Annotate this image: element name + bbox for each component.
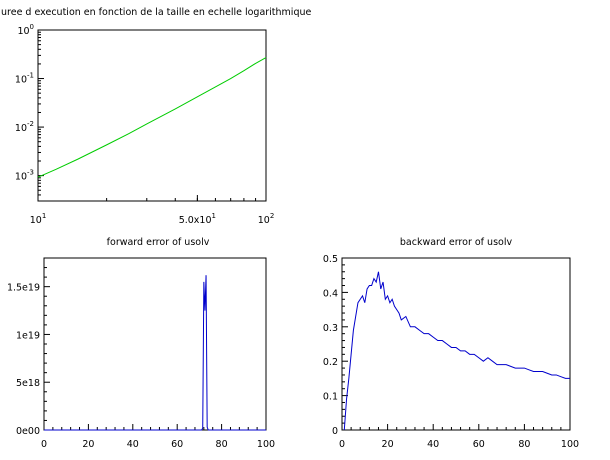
x-tick-label: 80 bbox=[518, 439, 530, 450]
y-tick-label: 10-3 bbox=[15, 169, 34, 183]
chart-backward-error: backward error of usolv 0 20 40 60 80 100 0 0.1… bbox=[323, 237, 579, 450]
y-tick-label: 0 bbox=[332, 426, 338, 437]
x-tick-label: 0 bbox=[339, 439, 345, 450]
chart-forward-error: forward error of usolv 0 20 40 60 80 100 0e00 5… bbox=[7, 237, 275, 450]
x-tick-label: 101 bbox=[30, 212, 47, 226]
y-tick-label: 1.5e19 bbox=[7, 283, 40, 294]
series-line bbox=[44, 275, 266, 431]
y-tick-label: 0.4 bbox=[323, 288, 338, 299]
y-tick-label: 10-1 bbox=[15, 72, 34, 86]
chart-2-title: forward error of usolv bbox=[107, 237, 210, 248]
x-tick-label: 5.0x101 bbox=[179, 212, 216, 226]
x-tick-label: 60 bbox=[171, 439, 183, 450]
chart-2-axes bbox=[43, 257, 267, 431]
chart-1-title: uree d execution en fonction de la taill… bbox=[1, 7, 312, 18]
chart-3-ticks: 0 20 40 60 80 100 0 0.1 0.2 0.3 0.4 0.5 bbox=[323, 254, 579, 450]
y-tick-label: 100 bbox=[17, 23, 34, 37]
chart-duration-log: uree d execution en fonction de la taill… bbox=[1, 7, 312, 226]
x-tick-label: 100 bbox=[561, 439, 579, 450]
chart-3-axes bbox=[341, 257, 571, 431]
chart-1-axes bbox=[37, 29, 267, 202]
x-tick-label: 102 bbox=[258, 212, 275, 226]
y-tick-label: 0.1 bbox=[323, 392, 338, 403]
y-tick-label: 10-2 bbox=[15, 120, 34, 134]
x-tick-label: 20 bbox=[382, 439, 394, 450]
chart-3-title: backward error of usolv bbox=[400, 237, 513, 248]
series-line bbox=[37, 57, 267, 178]
x-tick-label: 80 bbox=[216, 439, 228, 450]
plot-frame bbox=[43, 257, 267, 431]
chart-2-ticks: 0 20 40 60 80 100 0e00 5e18 1e19 1.5e19 bbox=[7, 267, 275, 450]
y-tick-label: 0.2 bbox=[323, 357, 338, 368]
y-tick-label: 5e18 bbox=[16, 378, 40, 389]
x-tick-label: 0 bbox=[41, 439, 47, 450]
series-line bbox=[343, 271, 570, 431]
x-tick-label: 100 bbox=[257, 439, 275, 450]
y-tick-label: 1e19 bbox=[16, 330, 40, 341]
chart-1-ticks: 101 5.0x101 102 10-3 10-2 10-1 100 bbox=[15, 23, 274, 226]
y-tick-label: 0e00 bbox=[16, 426, 40, 437]
plot-frame bbox=[37, 29, 267, 202]
x-tick-label: 40 bbox=[427, 439, 439, 450]
chart-3-series bbox=[343, 271, 570, 431]
y-tick-label: 0.3 bbox=[323, 323, 338, 334]
plot-frame bbox=[341, 257, 571, 431]
chart-1-series bbox=[37, 57, 267, 178]
y-tick-label: 0.5 bbox=[323, 254, 338, 265]
x-tick-label: 20 bbox=[82, 439, 94, 450]
x-tick-label: 60 bbox=[473, 439, 485, 450]
chart-2-series bbox=[44, 275, 266, 431]
x-tick-label: 40 bbox=[127, 439, 139, 450]
